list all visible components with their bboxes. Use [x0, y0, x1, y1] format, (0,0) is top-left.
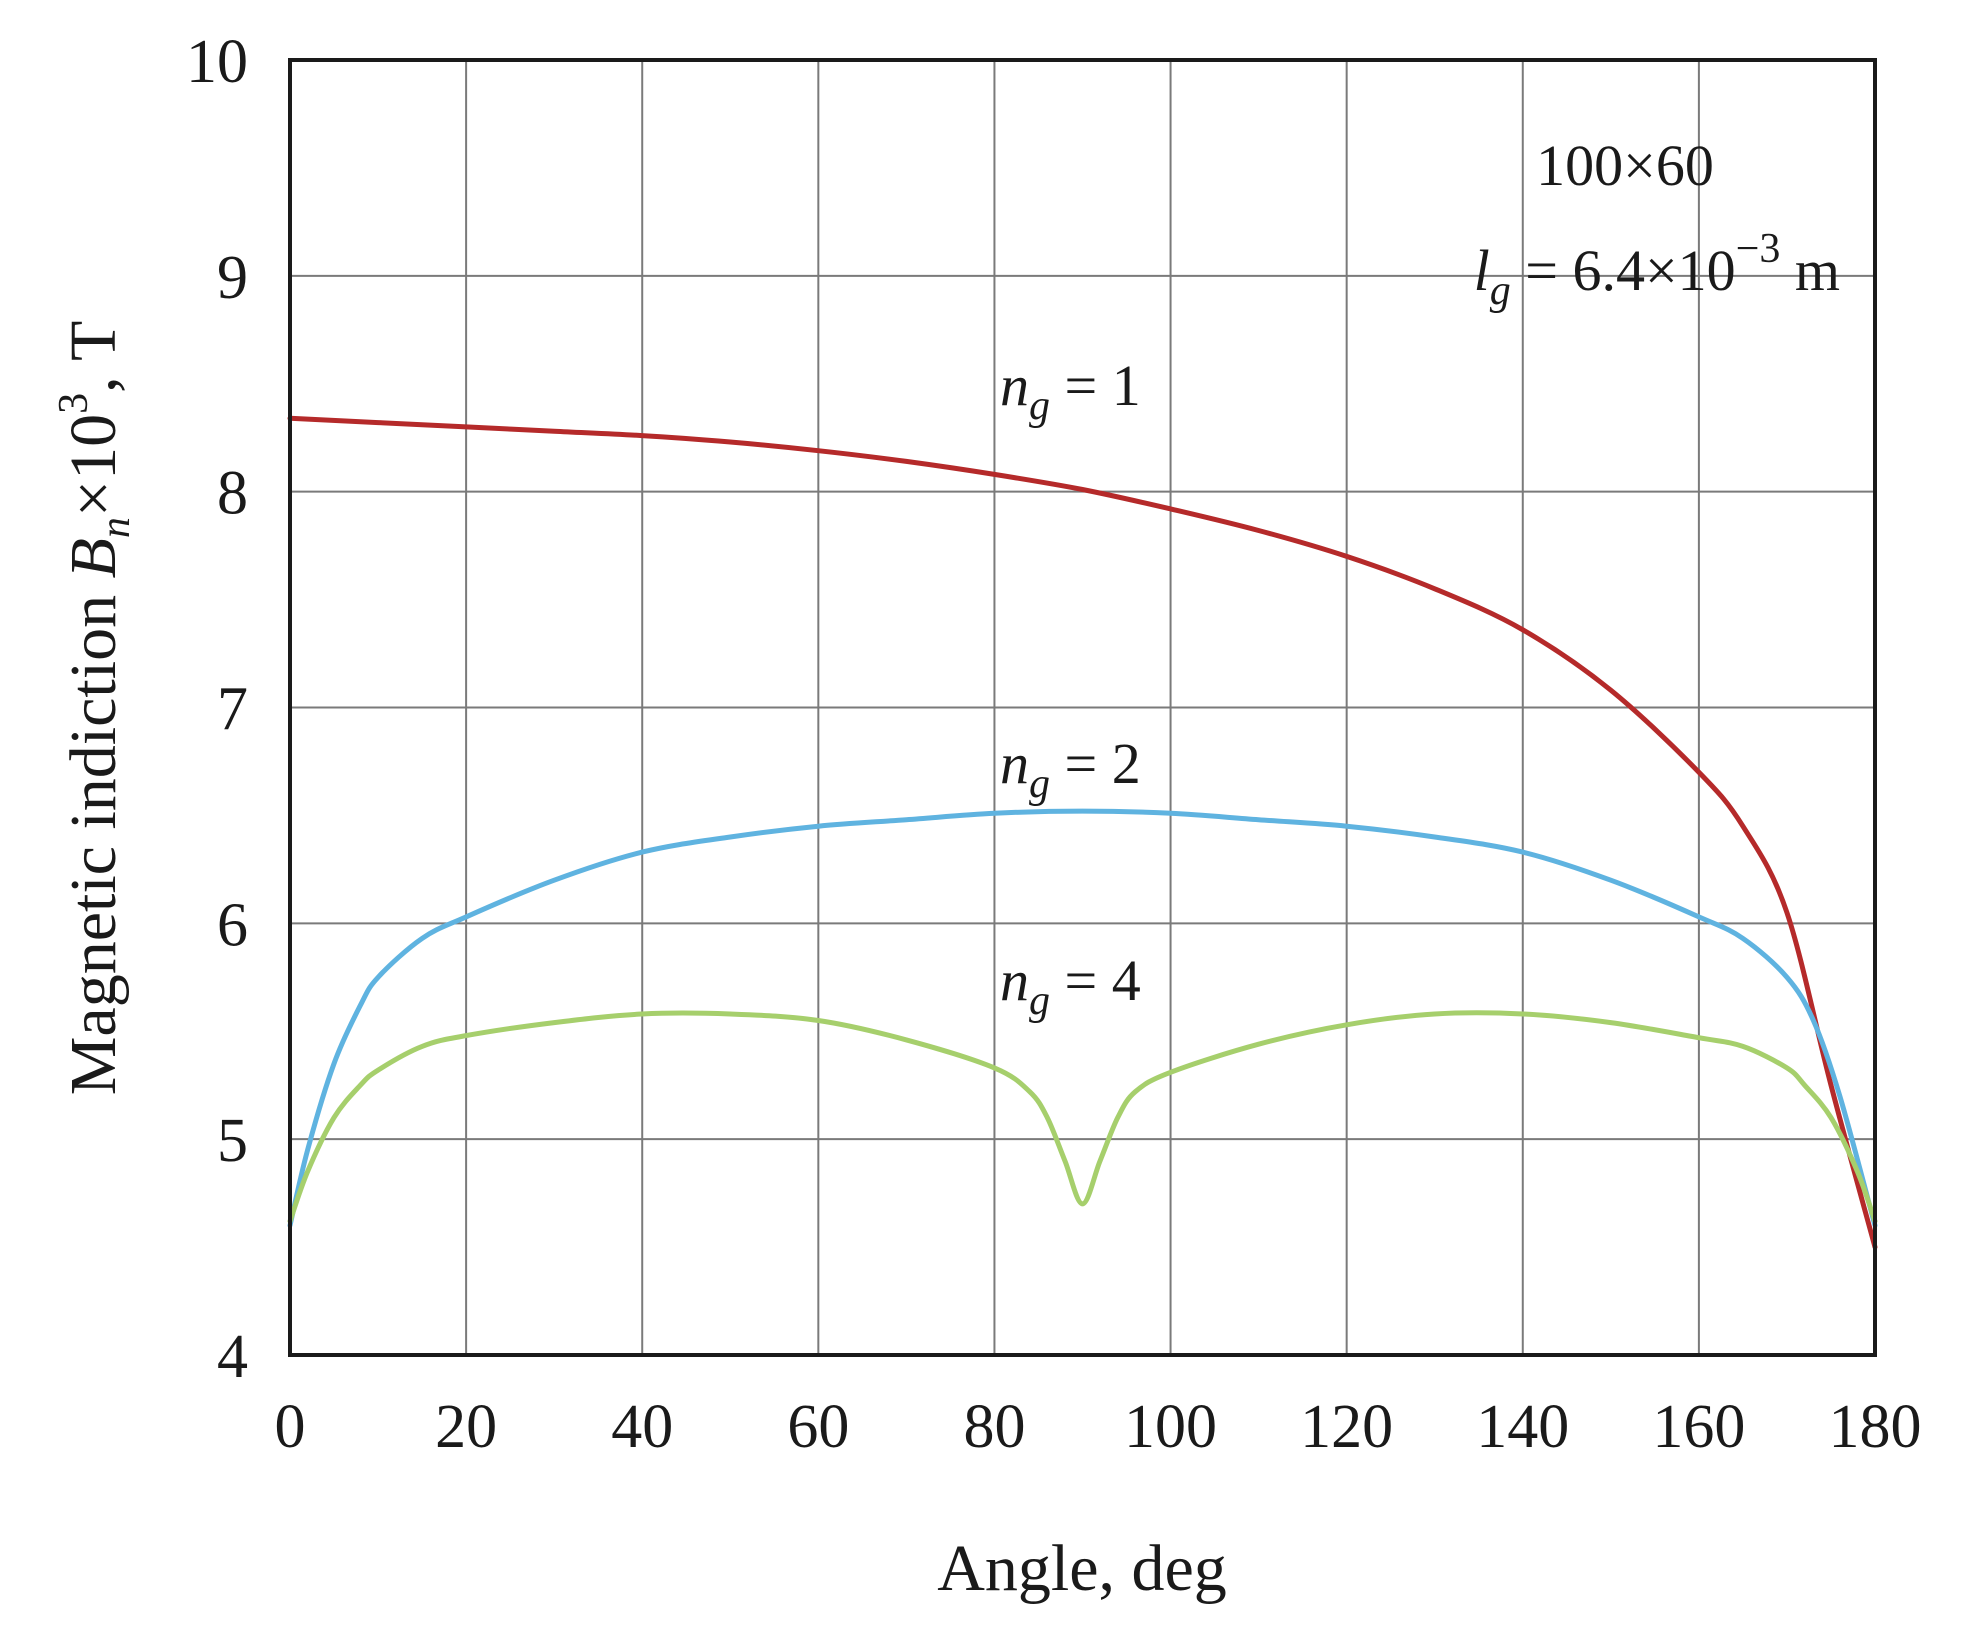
x-tick-label: 20 [435, 1393, 497, 1461]
series-line-2 [287, 808, 1878, 1228]
series-label-ng4: ng = 4 [1000, 948, 1141, 1024]
grid [290, 60, 1875, 1355]
y-tick-label: 10 [186, 28, 248, 96]
y-tick-label: 7 [217, 676, 248, 744]
series-label-ng1-sub: g [1029, 383, 1050, 429]
annotation-gap-eq: = 6.4×10 [1511, 238, 1736, 303]
y-tick-label: 8 [217, 460, 248, 528]
y-tick-label: 4 [217, 1323, 248, 1391]
series-label-ng2-var: n [1000, 731, 1029, 796]
series-label-ng1-eq: = 1 [1050, 353, 1141, 418]
annotation-gap-var: l [1474, 238, 1490, 303]
y-axis-title-var: B [57, 538, 130, 578]
series-label-ng4-sub: g [1029, 978, 1050, 1024]
series-label-ng2: ng = 2 [1000, 731, 1141, 807]
annotation-gap-unit: m [1780, 238, 1840, 303]
y-axis-title: Magnetic indiction Bn×103, T [51, 321, 139, 1096]
series-label-ng2-eq: = 2 [1050, 731, 1141, 796]
y-axis-title-prefix: Magnetic indiction [57, 578, 130, 1095]
x-tick-label: 0 [275, 1393, 306, 1461]
series-label-ng2-sub: g [1029, 761, 1050, 807]
x-tick-label: 40 [611, 1393, 673, 1461]
annotation-gap-sub: g [1490, 268, 1511, 314]
series-group [287, 415, 1878, 1250]
y-tick-label: 9 [217, 244, 248, 312]
y-axis-title-suffix: , T [57, 321, 130, 393]
series-label-ng1: ng = 1 [1000, 353, 1141, 429]
y-tick-labels: 4 5 6 7 8 9 10 [186, 28, 248, 1391]
plot-frame [288, 58, 1877, 1357]
x-axis-title: Angle, deg [937, 1532, 1227, 1605]
x-tick-label: 120 [1300, 1393, 1393, 1461]
annotation-gap-exp: −3 [1736, 226, 1781, 272]
x-tick-labels: 0 20 40 60 80 100 120 140 160 180 [275, 1393, 1922, 1461]
series-label-ng4-eq: = 4 [1050, 948, 1141, 1013]
series-line-1 [287, 415, 1878, 1250]
y-tick-label: 6 [217, 891, 248, 959]
x-tick-label: 100 [1124, 1393, 1217, 1461]
x-tick-label: 160 [1652, 1393, 1745, 1461]
annotation-size: 100×60 [1536, 133, 1714, 198]
y-axis-title-sub: n [93, 517, 139, 538]
series-label-ng1-var: n [1000, 353, 1029, 418]
series-line-3 [287, 1010, 1878, 1224]
x-tick-label: 140 [1476, 1393, 1569, 1461]
series-label-ng4-var: n [1000, 948, 1029, 1013]
x-tick-label: 60 [787, 1393, 849, 1461]
annotation-gap: lg = 6.4×10−3 m [1474, 226, 1840, 314]
y-axis-title-exp: 3 [51, 393, 97, 414]
y-axis-title-times: ×10 [57, 414, 130, 517]
y-tick-label: 5 [217, 1107, 248, 1175]
x-tick-label: 80 [963, 1393, 1025, 1461]
x-tick-label: 180 [1829, 1393, 1922, 1461]
